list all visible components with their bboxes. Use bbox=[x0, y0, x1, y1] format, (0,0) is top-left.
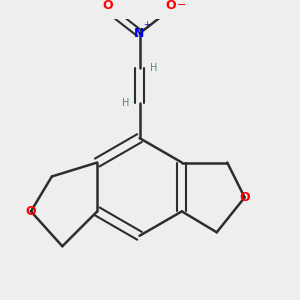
Text: O: O bbox=[26, 205, 36, 218]
Text: H: H bbox=[150, 63, 157, 73]
Text: +: + bbox=[143, 20, 150, 29]
Text: O: O bbox=[103, 0, 113, 12]
Text: −: − bbox=[177, 1, 186, 10]
Text: N: N bbox=[134, 27, 145, 40]
Text: O: O bbox=[239, 191, 250, 204]
Text: O: O bbox=[166, 0, 176, 12]
Text: H: H bbox=[122, 98, 129, 108]
